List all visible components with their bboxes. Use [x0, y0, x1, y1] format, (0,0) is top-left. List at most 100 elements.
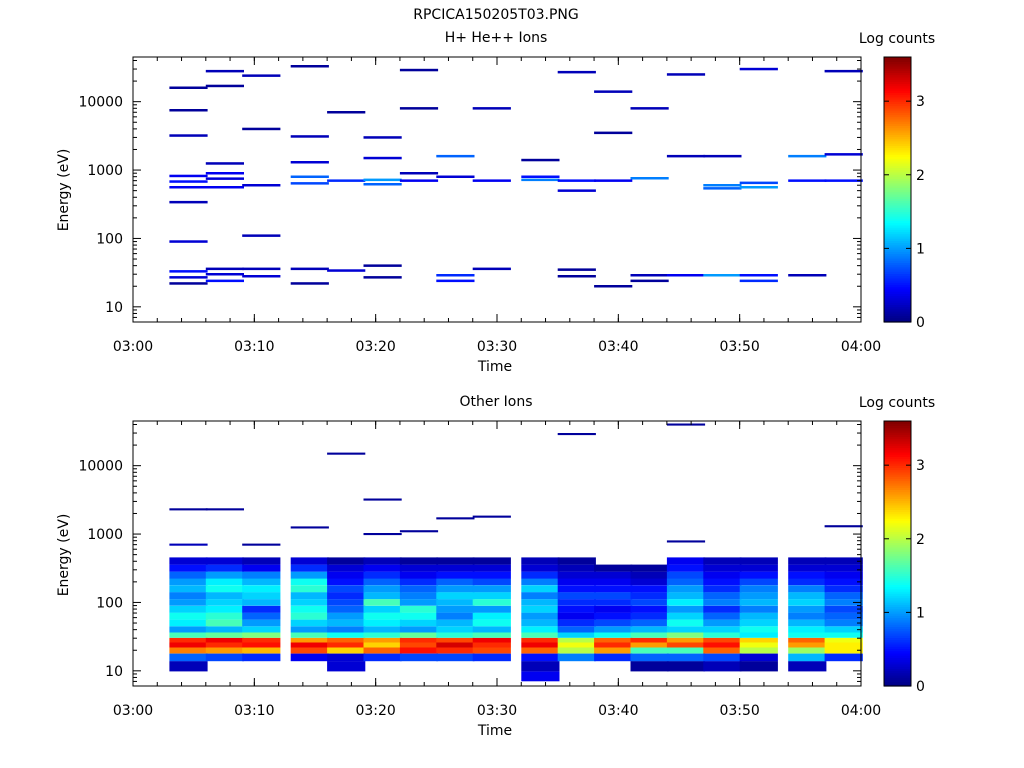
heatmap-cell	[327, 452, 366, 455]
colorbar-segment	[884, 151, 911, 155]
colorbar-segment	[884, 591, 911, 594]
heatmap-cell	[363, 156, 402, 160]
colorbar-segment	[884, 81, 911, 85]
heatmap-cell	[363, 619, 402, 627]
heatmap-cell	[594, 612, 633, 620]
colorbar-segment	[884, 291, 911, 294]
colorbar-segment	[884, 310, 911, 314]
colorbar-segment	[884, 460, 911, 464]
heatmap-cell	[205, 605, 244, 613]
colorbar-segment	[884, 637, 911, 641]
heatmap-cell	[666, 154, 706, 158]
colorbar-segment	[884, 434, 911, 438]
heatmap-cell	[242, 578, 281, 586]
heatmap-cell	[824, 647, 863, 654]
heatmap-cell	[399, 592, 439, 600]
colorbar-segment	[884, 458, 911, 462]
colorbar-segment	[884, 602, 911, 605]
heatmap-cell	[630, 637, 669, 643]
heatmap-cell	[205, 592, 244, 600]
heatmap-cell	[436, 632, 475, 638]
colorbar-segment	[884, 92, 911, 96]
colorbar-segment	[884, 533, 911, 537]
heatmap-cell	[327, 599, 366, 606]
heatmap-cell	[557, 619, 596, 627]
colorbar-segment	[884, 90, 911, 93]
heatmap-cell	[472, 642, 511, 648]
colorbar-segment	[884, 101, 911, 104]
colorbar-segment	[884, 105, 911, 109]
heatmap-cell	[666, 423, 706, 426]
heatmap-cell	[399, 612, 439, 620]
heatmap-cell	[169, 508, 208, 511]
colorbar-segment	[884, 454, 911, 457]
heatmap-cell	[666, 619, 706, 627]
heatmap-cell	[363, 498, 402, 501]
heatmap-cell	[290, 267, 329, 271]
colorbar-segment	[884, 635, 911, 639]
heatmap-cell	[327, 642, 366, 648]
colorbar-segment	[884, 573, 911, 577]
colorbar-segment	[884, 522, 911, 526]
colorbar-segment	[884, 551, 911, 555]
heatmap-cell	[399, 172, 439, 175]
heatmap-cell	[242, 234, 281, 237]
heatmap-cell	[521, 175, 560, 178]
heatmap-cell	[594, 619, 633, 627]
colorbar-segment	[884, 564, 911, 568]
heatmap-cell	[363, 626, 402, 633]
heatmap-cell	[205, 177, 244, 180]
heatmap-cell	[557, 637, 596, 643]
panel-title: Other Ions	[459, 394, 532, 410]
heatmap-cell	[436, 637, 475, 643]
colorbar-segment	[884, 282, 911, 286]
heatmap-cell	[205, 578, 244, 586]
heatmap-cell	[788, 612, 827, 620]
heatmap-cell	[363, 533, 402, 536]
heatmap-cell	[630, 632, 669, 638]
heatmap-cell	[521, 571, 560, 579]
heatmap-cell	[327, 592, 366, 600]
colorbar-segment	[884, 650, 911, 654]
heatmap-cell	[327, 653, 366, 662]
heatmap-cell	[327, 564, 366, 572]
colorbar-segment	[884, 489, 911, 493]
colorbar-segment	[884, 679, 911, 683]
colorbar-segment	[884, 313, 911, 316]
heatmap-cell	[666, 540, 706, 543]
heatmap-cell	[521, 592, 560, 600]
heatmap-cell	[242, 74, 281, 77]
colorbar-tick-label: 3	[916, 458, 925, 474]
colorbar-segment	[884, 529, 911, 533]
colorbar-segment	[884, 79, 911, 82]
heatmap-cell	[521, 619, 560, 627]
heatmap-cell	[169, 543, 208, 546]
heatmap-cell	[666, 632, 706, 638]
heatmap-cell	[169, 599, 208, 606]
heatmap-cell	[327, 557, 366, 565]
heatmap-cell	[205, 564, 244, 572]
heatmap-cell	[630, 585, 669, 593]
plot-frame	[132, 56, 862, 323]
heatmap-cell	[169, 619, 208, 627]
colorbar-segment	[884, 421, 911, 424]
heatmap-cells	[169, 65, 863, 288]
heatmap-cell	[824, 585, 863, 593]
heatmap-cell	[703, 599, 742, 606]
colorbar-segment	[884, 535, 911, 539]
heatmap-cell	[169, 632, 208, 638]
heatmap-cell	[363, 612, 402, 620]
heatmap-cell	[472, 571, 511, 579]
heatmap-cell	[739, 626, 778, 633]
heatmap-cell	[666, 637, 706, 643]
heatmap-cell	[290, 647, 329, 654]
heatmap-cell	[327, 111, 366, 114]
colorbar-segment	[884, 555, 911, 559]
colorbar-segment	[884, 231, 911, 235]
colorbar-segment	[884, 140, 911, 144]
colorbar-segment	[884, 639, 911, 643]
heatmap-cell	[399, 68, 439, 72]
heatmap-cell	[290, 592, 329, 600]
heatmap-cell	[205, 162, 244, 165]
